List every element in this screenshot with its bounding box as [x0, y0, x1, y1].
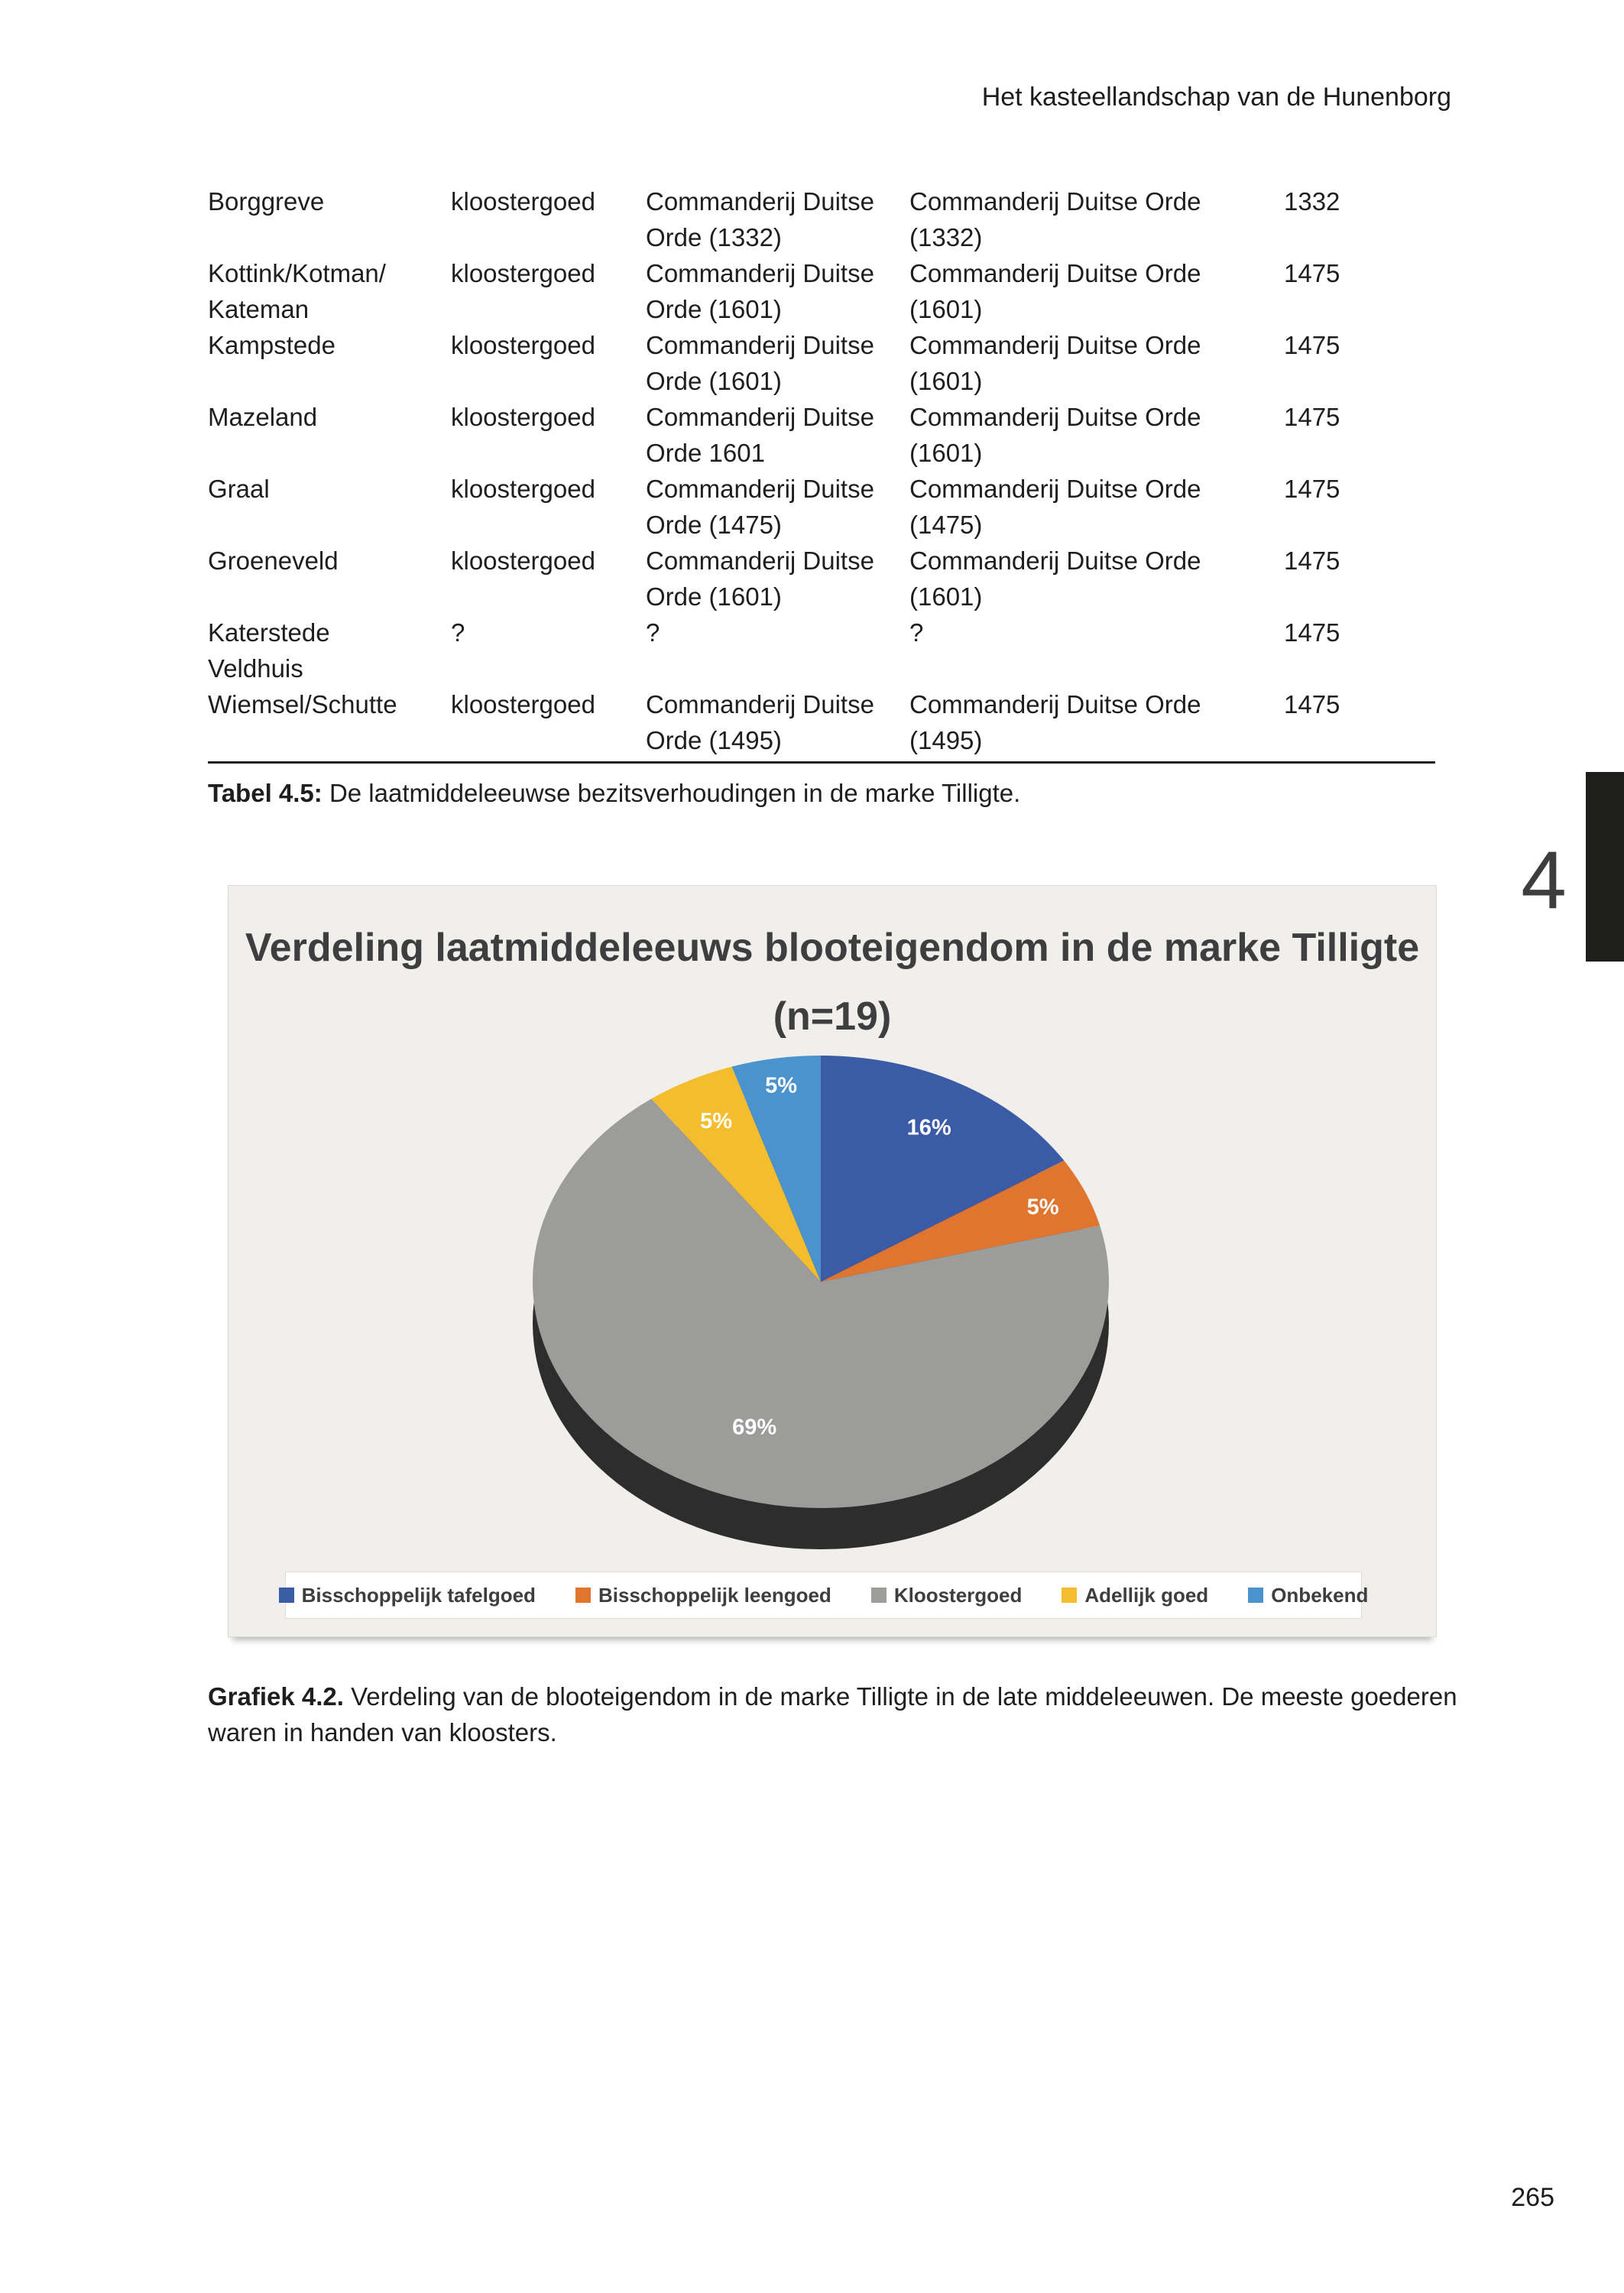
table-cell: 1475 — [1284, 331, 1340, 359]
table-cell: Commanderij Duitse Orde 1601 — [646, 403, 874, 467]
table-cell: Commanderij Duitse Orde (1601) — [909, 403, 1201, 467]
table-cell: Commanderij Duitse Orde (1332) — [646, 187, 874, 251]
table-cell: Commanderij Duitse Orde (1332) — [909, 187, 1201, 251]
table-row: Borggreve kloostergoed Commanderij Duitse … — [208, 183, 1435, 255]
pie-chart: 16% 5% 69% 5% 5% — [533, 1056, 1110, 1549]
table-row: Groeneveld kloostergoed Commanderij Duitse… — [208, 543, 1435, 615]
legend-label: Onbekend — [1271, 1583, 1369, 1607]
table-cell: 1475 — [1284, 690, 1340, 718]
table-row: Katerstede Veldhuis??? 1475 — [208, 615, 1435, 686]
table-row: Wiemsel/Schutte kloostergoed Commanderij D… — [208, 686, 1435, 758]
table-cell: Katerstede Veldhuis — [208, 618, 330, 683]
table-cell: ? — [451, 618, 465, 647]
table-row: Mazeland kloostergoed Commanderij Duitse O… — [208, 399, 1435, 471]
legend-item: Bisschoppelijk tafelgoed — [278, 1583, 536, 1607]
table-cell: Commanderij Duitse Orde (1601) — [909, 331, 1201, 395]
legend-swatch-icon — [870, 1588, 887, 1603]
legend-label: Kloostergoed — [893, 1583, 1023, 1607]
figure-caption-text: Verdeling van de blooteigendom in de mar… — [208, 1682, 1457, 1747]
legend-item: Bisschoppelijk leengoed — [575, 1584, 831, 1607]
pie-slice — [533, 1098, 1110, 1509]
table-cell: Graal — [208, 475, 270, 503]
running-header: Het kasteellandschap van de Hunenborg — [981, 83, 1451, 112]
table-row: Kottink/Kotman/ Kateman kloostergoed Comma… — [208, 255, 1435, 327]
chart-legend: Bisschoppelijk tafelgoed Bisschoppelijk l… — [278, 1571, 1368, 1619]
table-cell: 1332 — [1284, 187, 1340, 216]
table-cell: kloostergoed — [451, 187, 595, 216]
table-cell: Mazeland — [208, 403, 318, 431]
table-cell: 1475 — [1284, 403, 1340, 431]
legend-swatch-icon — [1062, 1588, 1078, 1603]
table-cell: kloostergoed — [451, 475, 595, 503]
table-cell: Commanderij Duitse Orde (1601) — [646, 259, 874, 323]
legend-item: Kloostergoed — [870, 1583, 1023, 1607]
legend-label: Adellijk goed — [1084, 1583, 1209, 1607]
table-cell: Commanderij Duitse Orde (1601) — [909, 546, 1201, 611]
table-row: Graal kloostergoed Commanderij Duitse Orde… — [208, 471, 1435, 543]
pie-data-label: 16% — [907, 1116, 951, 1140]
pie-data-label: 5% — [1027, 1195, 1059, 1219]
chapter-tab-bar — [1586, 772, 1624, 962]
pie-data-label: 5% — [700, 1109, 732, 1134]
table-cell: 1475 — [1284, 259, 1340, 287]
table-caption-label: Tabel 4.5: — [208, 779, 323, 807]
table-cell: Commanderij Duitse Orde (1495) — [909, 690, 1201, 754]
table-cell: ? — [646, 618, 660, 647]
legend-item: Adellijk goed — [1062, 1584, 1208, 1607]
legend-label: Bisschoppelijk leengoed — [598, 1583, 831, 1607]
table-row: Kampstede kloostergoed Commanderij Duitse … — [208, 327, 1435, 399]
legend-item: Onbekend — [1248, 1584, 1368, 1607]
page-number: 265 — [1511, 2183, 1554, 2212]
pie-data-label: 69% — [732, 1415, 776, 1439]
chart-title: Verdeling laatmiddeleeuws blooteigendom … — [245, 926, 1420, 1039]
pie-slice — [651, 1066, 821, 1282]
table-cell: kloostergoed — [451, 546, 595, 575]
pie-data-label: 5% — [765, 1074, 797, 1098]
table-cell: 1475 — [1284, 618, 1340, 647]
table-cell: Kampstede — [208, 331, 335, 359]
table-cell: ? — [909, 618, 924, 647]
table-cell: Commanderij Duitse Orde (1475) — [909, 475, 1201, 539]
table-cell: Commanderij Duitse Orde (1601) — [909, 259, 1201, 323]
table-cell: kloostergoed — [451, 690, 595, 718]
table-cell: kloostergoed — [451, 259, 595, 287]
table-cell: kloostergoed — [451, 403, 595, 431]
table-cell: Commanderij Duitse Orde (1475) — [646, 475, 874, 539]
table-cell: Commanderij Duitse Orde (1601) — [646, 331, 874, 395]
table-cell: Kottink/Kotman/ Kateman — [208, 259, 386, 323]
table-cell: Borggreve — [208, 187, 325, 216]
table-caption: Tabel 4.5: De laatmiddeleeuwse bezitsver… — [208, 775, 1461, 811]
table-cell: 1475 — [1284, 546, 1340, 575]
legend-swatch-icon — [575, 1588, 591, 1603]
pie-slice — [821, 1056, 1065, 1282]
pie-chart-panel: 16% 5% 69% 5% 5% Verdeling laatmiddeleeuws b… — [228, 885, 1437, 1637]
figure-caption: Grafiek 4.2. Verdeling van de blooteigen… — [208, 1678, 1477, 1750]
table-cell: Commanderij Duitse Orde (1495) — [646, 690, 874, 754]
legend-swatch-icon — [278, 1588, 294, 1603]
table-cell: 1475 — [1284, 475, 1340, 503]
table-caption-text: De laatmiddeleeuwse bezitsverhoudingen i… — [322, 779, 1021, 807]
table-cell: kloostergoed — [451, 331, 595, 359]
legend-label: Bisschoppelijk tafelgoed — [301, 1583, 536, 1607]
table-cell: Commanderij Duitse Orde (1601) — [646, 546, 874, 611]
legend-swatch-icon — [1248, 1588, 1264, 1603]
pie-slice — [821, 1160, 1100, 1282]
chapter-number: 4 — [1521, 834, 1567, 926]
ownership-table: Borggreve kloostergoed Commanderij Duitse … — [208, 183, 1435, 764]
pie-slice — [731, 1056, 821, 1282]
table-cell: Groeneveld — [208, 546, 339, 575]
table-cell: Wiemsel/Schutte — [208, 690, 397, 718]
figure-caption-label: Grafiek 4.2. — [208, 1682, 344, 1711]
